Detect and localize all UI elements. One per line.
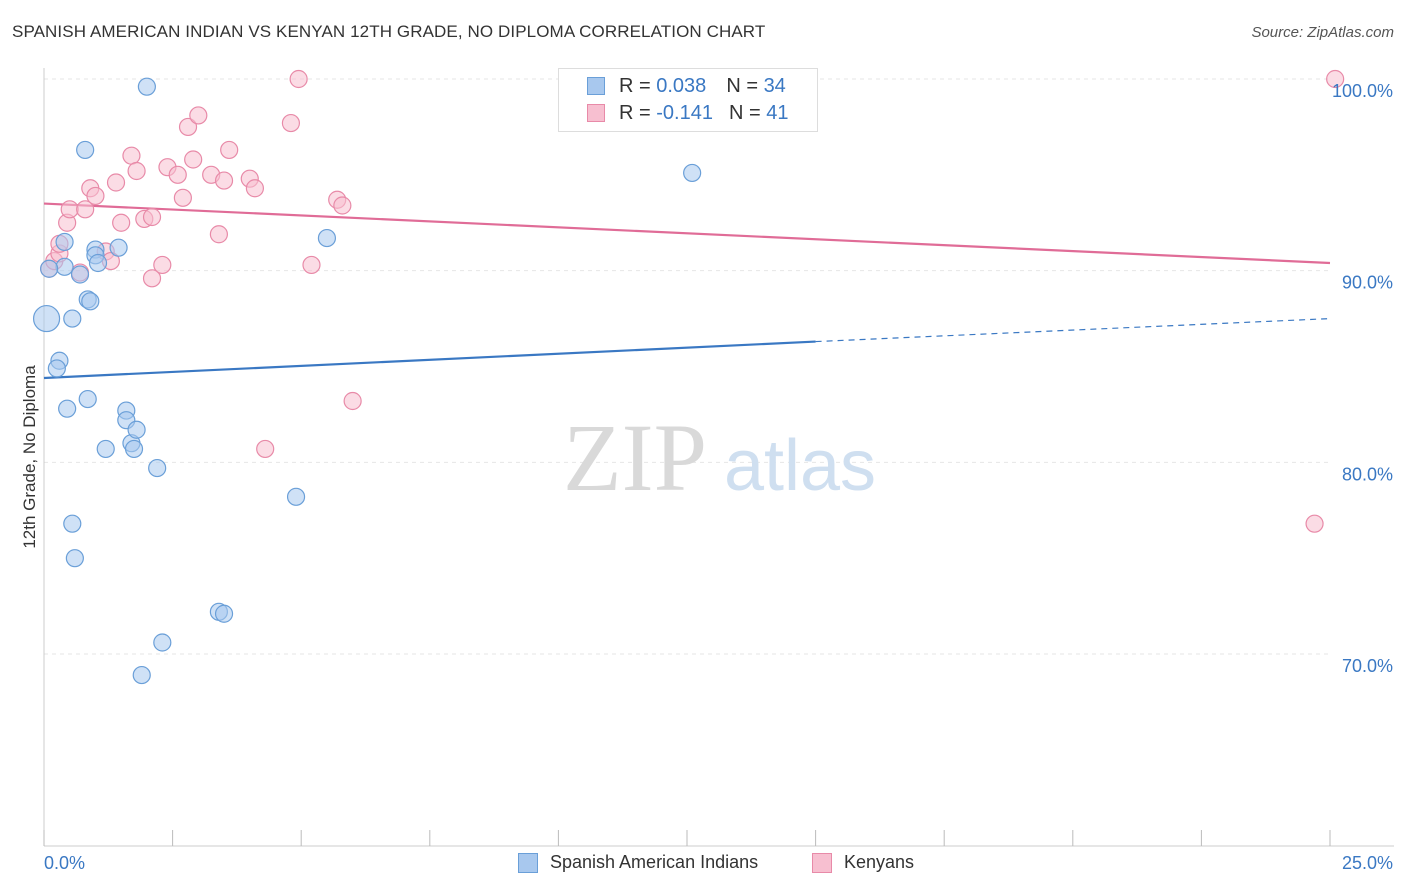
x-tick-label: 25.0% (1342, 853, 1393, 873)
kenyans-point (127, 161, 146, 181)
spanish-american-indians-trend-line (43, 340, 816, 380)
kenyans-point (76, 200, 95, 219)
grid-lines (44, 78, 1330, 655)
spanish-american-indians-point (127, 420, 146, 439)
spanish-american-indians-point (47, 359, 66, 378)
legend-n-value: 41 (766, 101, 789, 124)
spanish-american-indians-point (317, 228, 337, 248)
y-axis-label: 12th Grade, No Diploma (20, 365, 39, 549)
spanish-american-indians-point (124, 439, 144, 459)
kenyans-point (333, 196, 352, 215)
legend-n-value: 34 (763, 74, 786, 97)
legend-row-blue: R = 0.038 N = 34 (559, 73, 786, 99)
kenyans-point (86, 186, 105, 206)
kenyans-point (184, 150, 203, 169)
kenyans-point (1326, 69, 1345, 89)
spanish-american-indians-point (58, 399, 77, 418)
y-tick-label: 80.0% (1342, 464, 1393, 484)
kenyans-point (106, 173, 126, 192)
spanish-american-indians-point (81, 292, 100, 311)
kenyans-point (168, 165, 187, 184)
y-tick-label: 90.0% (1342, 273, 1393, 293)
chart-title: SPANISH AMERICAN INDIAN VS KENYAN 12TH G… (12, 22, 766, 41)
legend-swatch-blue (518, 852, 538, 873)
kenyans-point (302, 255, 321, 275)
spanish-american-indians-point (286, 487, 306, 506)
kenyans-point (1305, 514, 1324, 533)
correlation-legend: R = 0.038 N = 34 R = -0.141 N = 41 (558, 68, 818, 132)
legend-r-label: R = (619, 74, 651, 97)
legend-n-label: N = (726, 74, 758, 97)
spanish-american-indians-point (40, 259, 59, 278)
legend-swatch-blue (587, 77, 605, 95)
watermark: ZIP atlas (563, 404, 876, 511)
spanish-american-indians-point (70, 265, 90, 284)
y-tick-label: 70.0% (1342, 656, 1393, 676)
watermark-atlas: atlas (724, 426, 876, 506)
kenyans-point (60, 200, 79, 219)
legend-n-label: N = (728, 101, 761, 124)
spanish-american-indians-trend-extension (815, 317, 1331, 343)
legend-r-label: R = (619, 101, 651, 124)
x-tick-label: 0.0% (44, 853, 85, 873)
kenyans-point (245, 179, 265, 198)
kenyans-point (178, 117, 198, 137)
spanish-american-indians-point (153, 633, 172, 652)
kenyans-point (214, 171, 234, 190)
legend-row-pink: R = -0.141 N = 41 (559, 100, 788, 126)
spanish-american-indians-point (76, 140, 95, 160)
spanish-american-indians-point (88, 253, 108, 273)
series-legend: Spanish American Indians Kenyans (0, 852, 1406, 878)
watermark-zip: ZIP (563, 404, 707, 511)
kenyans-point (281, 113, 301, 133)
spanish-american-indians-point (65, 549, 84, 568)
spanish-american-indians-point (96, 439, 115, 459)
kenyans-point (209, 225, 228, 244)
spanish-american-indians-point (137, 77, 156, 96)
spanish-american-indians-point (683, 163, 702, 183)
legend-label: Spanish American Indians (550, 852, 759, 872)
spanish-american-indians-points (32, 77, 702, 685)
spanish-american-indians-point (214, 604, 234, 623)
kenyans-trend-line (43, 202, 1331, 265)
legend-item-kenyans: Kenyans (812, 852, 914, 873)
legend-r-value: 0.038 (656, 74, 707, 97)
y-tick-label: 100.0% (1332, 81, 1393, 101)
kenyans-point (112, 213, 131, 232)
spanish-american-indians-point (63, 309, 82, 328)
spanish-american-indians-point (32, 304, 61, 333)
legend-item-spanish-american-indians: Spanish American Indians (518, 852, 758, 873)
trend-lines (43, 202, 1331, 380)
legend-r-value: -0.141 (656, 101, 713, 124)
spanish-american-indians-point (63, 514, 82, 533)
legend-swatch-pink (812, 852, 832, 873)
spanish-american-indians-point (109, 238, 128, 257)
kenyans-point (122, 146, 141, 165)
kenyans-point (289, 69, 308, 89)
kenyans-point (153, 255, 172, 275)
spanish-american-indians-point (132, 665, 151, 685)
kenyans-point (256, 439, 275, 459)
source-label: Source: ZipAtlas.com (1251, 24, 1394, 41)
kenyans-point (343, 391, 362, 411)
kenyans-point (173, 188, 192, 207)
axes (43, 68, 1394, 847)
spanish-american-indians-point (55, 232, 74, 252)
kenyans-point (189, 106, 208, 125)
kenyans-point (220, 140, 239, 160)
legend-label: Kenyans (844, 852, 915, 872)
spanish-american-indians-point (78, 389, 97, 409)
kenyans-point (142, 269, 162, 288)
legend-swatch-pink (587, 104, 605, 122)
tick-labels: 70.0% 80.0% 90.0% 100.0% 0.0% 25.0% (44, 81, 1393, 873)
spanish-american-indians-point (148, 458, 167, 478)
spanish-american-indians-point (55, 257, 74, 276)
kenyans-point (142, 207, 162, 227)
